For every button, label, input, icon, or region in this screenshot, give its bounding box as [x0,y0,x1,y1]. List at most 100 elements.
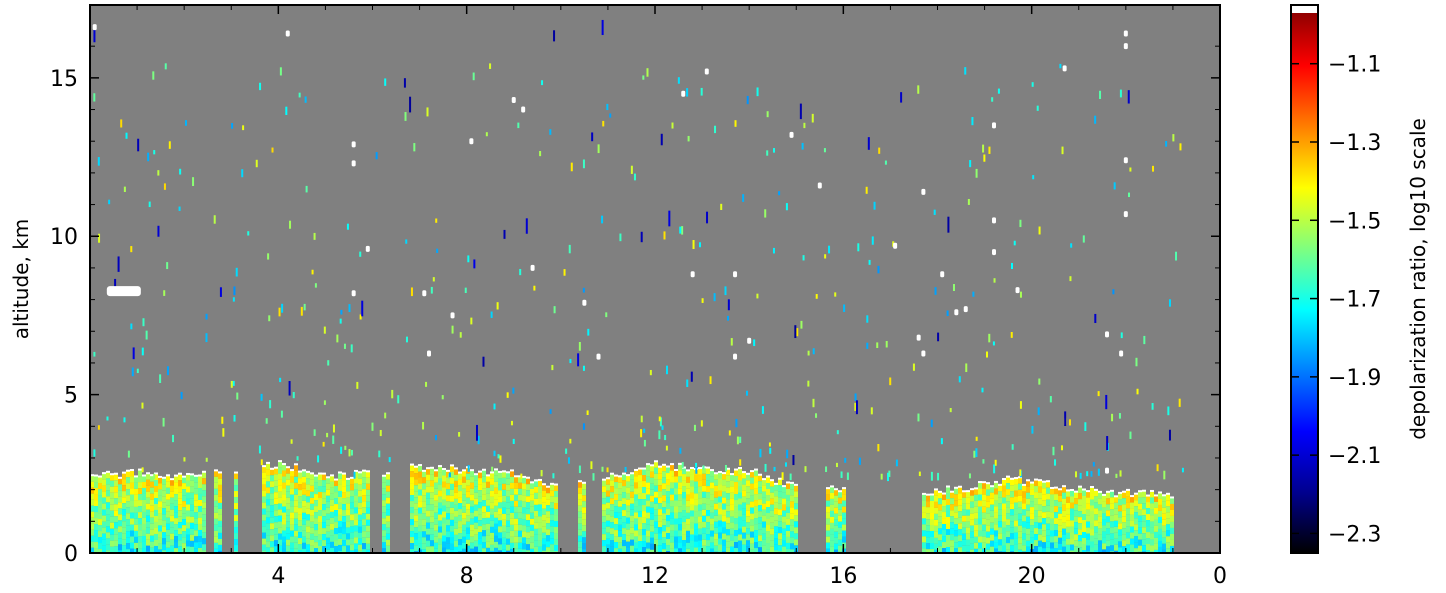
layer-contour [118,476,122,479]
layer-cell [142,547,146,553]
layer-cell [1158,546,1162,553]
layer-cell [726,547,730,553]
layer-cell [466,509,470,516]
layer-cell [1102,507,1106,514]
layer-cell [826,524,830,531]
layer-cell [178,534,182,541]
layer-cell [190,480,194,487]
layer-cell [526,538,530,545]
layer-cell [90,475,94,482]
layer-contour [1062,485,1066,488]
aerosol-speck [985,351,988,358]
layer-cell [470,548,474,553]
aerosol-speck [1113,182,1116,190]
layer-cell [490,544,494,551]
layer-cell [130,548,134,553]
layer-cell [134,512,138,519]
layer-cell [702,539,706,546]
layer-cell [954,518,958,525]
layer-cell [1070,532,1074,539]
layer-cell [1126,520,1130,527]
layer-cell [826,494,830,501]
layer-cell [746,480,750,487]
layer-contour [1066,489,1070,492]
layer-cell [1034,522,1038,529]
layer-cell [322,474,326,481]
layer-cell [338,508,342,515]
layer-cell [1126,502,1130,509]
aerosol-speck [280,410,283,418]
layer-cell [1130,550,1134,553]
layer-cell [1050,506,1054,513]
layer-cell [706,486,710,493]
layer-cell [318,474,322,481]
layer-cell [946,499,950,506]
aerosol-speck [1090,471,1093,477]
layer-cell [506,550,510,553]
layer-cell [202,526,206,533]
layer-cell [510,488,514,495]
layer-cell [1022,503,1026,510]
layer-cell [826,530,830,537]
layer-cell [1142,521,1146,528]
aerosol-speck [871,236,874,245]
layer-cell [694,523,698,530]
layer-cell [190,528,194,535]
layer-cell [702,479,706,486]
layer-cell [1118,529,1122,536]
aerosol-speck [1060,445,1063,451]
low-depol-speck [1127,90,1130,104]
cloud-point [521,106,526,113]
cloud-point [921,350,926,357]
aerosol-speck [981,387,984,393]
x-axis: 4 8 12 16 20 0 [136,5,1227,589]
layer-cell [214,524,218,531]
layer-cell [1030,513,1034,520]
layer-cell [702,497,706,504]
layer-cell [458,473,462,480]
layer-cell [602,540,606,547]
layer-cell [166,517,170,524]
layer-cell [410,465,414,472]
layer-cell [1062,516,1066,523]
layer-cell [642,535,646,542]
aerosol-speck [1163,470,1166,480]
layer-cell [1106,540,1110,547]
layer-cell [738,492,742,499]
layer-cell [1050,500,1054,507]
layer-cell [166,499,170,506]
layer-cell [1102,531,1106,538]
layer-cell [450,465,454,472]
layer-contour [782,485,786,488]
layer-cell [698,498,702,505]
aerosol-speck [812,398,815,408]
low-depol-speck [601,19,604,36]
layer-cell [278,479,282,486]
layer-cell [706,540,710,547]
layer-cell [990,504,994,511]
layer-cell [182,543,186,550]
layer-cell [970,501,974,508]
layer-cell [926,543,930,550]
layer-cell [474,474,478,481]
layer-contour [622,472,626,475]
aerosol-speck [410,287,413,297]
layer-contour [1130,495,1134,498]
aerosol-speck [803,122,806,129]
layer-cell [1110,503,1114,510]
layer-cell [486,535,490,542]
layer-cell [662,513,666,520]
aerosol-speck [1059,63,1062,69]
layer-cell [178,546,182,553]
layer-cell [102,539,106,546]
layer-cell [642,511,646,518]
cloud-point [992,217,996,224]
layer-cell [178,480,182,487]
layer-cell [622,522,626,529]
layer-cell [494,505,498,512]
layer-cell [530,542,534,549]
layer-cell [126,489,130,496]
layer-contour [582,481,586,484]
layer-cell [510,542,514,549]
